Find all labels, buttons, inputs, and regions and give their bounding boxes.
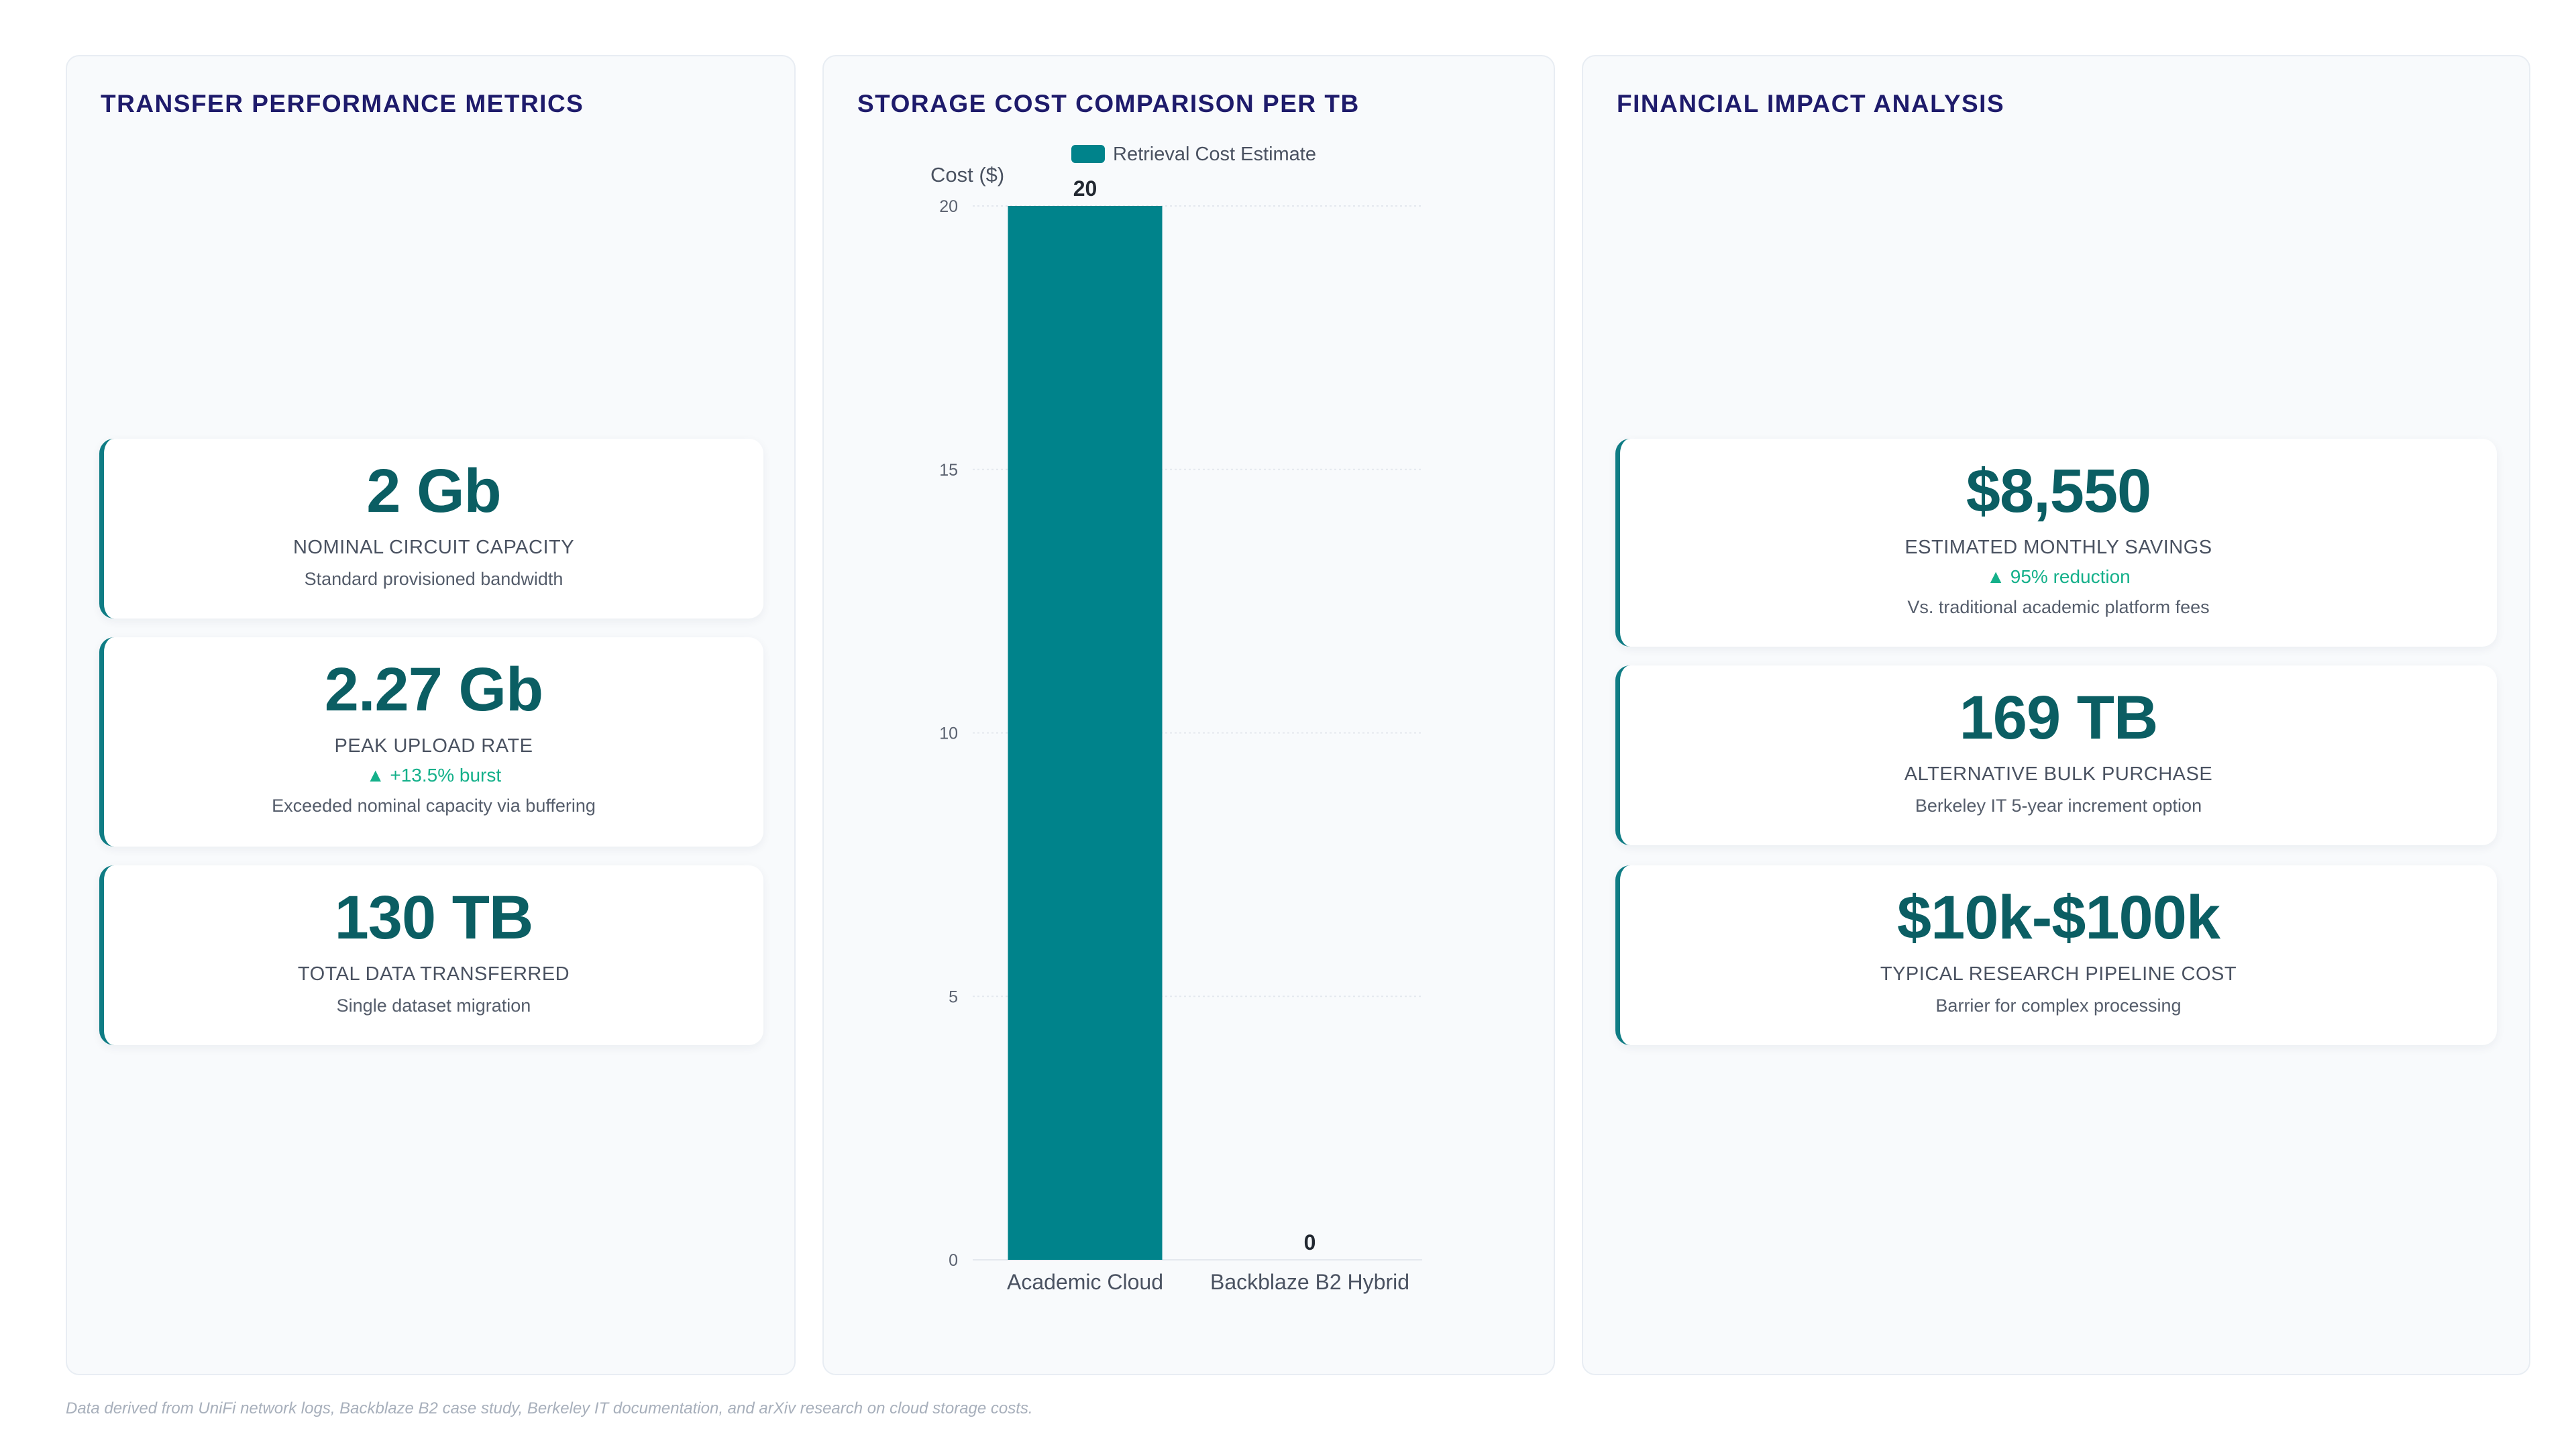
y-tick-label: 5	[949, 987, 958, 1006]
metric-card-monthly-savings: $8,550 ESTIMATED MONTHLY SAVINGS ▲ 95% r…	[1615, 439, 2497, 647]
panel-title: TRANSFER PERFORMANCE METRICS	[101, 90, 584, 117]
y-tick-label: 0	[949, 1251, 958, 1270]
metric-card-total-transferred: 130 TB TOTAL DATA TRANSFERRED Single dat…	[99, 865, 763, 1045]
bar	[1008, 206, 1163, 1260]
metric-description: Barrier for complex processing	[1935, 996, 2182, 1016]
legend-swatch	[1071, 145, 1105, 163]
metric-description: Exceeded nominal capacity via buffering	[272, 796, 596, 816]
data-label: 20	[1073, 176, 1097, 201]
metric-description: Berkeley IT 5-year increment option	[1915, 796, 2202, 816]
storage-cost-panel: STORAGE COST COMPARISON PER TB	[822, 55, 1555, 1375]
metric-label: ALTERNATIVE BULK PURCHASE	[1904, 763, 2213, 785]
financial-impact-panel: FINANCIAL IMPACT ANALYSIS $8,550 ESTIMAT…	[1582, 55, 2530, 1375]
data-label: 0	[1304, 1230, 1316, 1254]
metric-label: PEAK UPLOAD RATE	[334, 735, 533, 757]
metric-description: Standard provisioned bandwidth	[304, 569, 564, 589]
y-tick-label: 10	[939, 724, 958, 743]
metric-value: 130 TB	[334, 883, 534, 952]
panel-title: FINANCIAL IMPACT ANALYSIS	[1617, 90, 2005, 117]
y-tick-label: 15	[939, 461, 958, 480]
panel-title: STORAGE COST COMPARISON PER TB	[857, 90, 1360, 117]
metric-value: 2.27 Gb	[324, 655, 543, 724]
metric-card-bulk-purchase: 169 TB ALTERNATIVE BULK PURCHASE Berkele…	[1615, 665, 2497, 845]
metric-value: $8,550	[1966, 457, 2151, 525]
metric-description: Vs. traditional academic platform fees	[1907, 597, 2210, 617]
transfer-metrics-panel: TRANSFER PERFORMANCE METRICS 2 Gb NOMINA…	[66, 55, 796, 1375]
metric-trend: ▲ +13.5% burst	[366, 765, 502, 786]
metric-card-peak-upload: 2.27 Gb PEAK UPLOAD RATE ▲ +13.5% burst …	[99, 637, 763, 847]
metric-label: NOMINAL CIRCUIT CAPACITY	[292, 537, 575, 558]
metric-description: Single dataset migration	[336, 996, 531, 1016]
metric-card-pipeline-cost: $10k-$100k TYPICAL RESEARCH PIPELINE COS…	[1615, 865, 2497, 1045]
metric-value: $10k-$100k	[1896, 883, 2220, 952]
legend-label: Retrieval Cost Estimate	[1113, 144, 1316, 165]
y-tick-label: 20	[939, 197, 958, 216]
metric-trend: ▲ 95% reduction	[1986, 566, 2131, 587]
metric-label: ESTIMATED MONTHLY SAVINGS	[1904, 537, 2212, 558]
metric-value: 169 TB	[1959, 684, 2159, 752]
x-tick-label: Academic Cloud	[1007, 1270, 1163, 1294]
source-footnote: Data derived from UniFi network logs, Ba…	[66, 1399, 1033, 1417]
metric-value: 2 Gb	[366, 457, 501, 525]
x-tick-label: Backblaze B2 Hybrid	[1210, 1270, 1409, 1294]
metric-label: TYPICAL RESEARCH PIPELINE COST	[1880, 963, 2237, 985]
metric-card-circuit-capacity: 2 Gb NOMINAL CIRCUIT CAPACITY Standard p…	[99, 439, 763, 619]
metric-label: TOTAL DATA TRANSFERRED	[297, 963, 570, 985]
y-axis-label: Cost ($)	[930, 163, 1004, 186]
